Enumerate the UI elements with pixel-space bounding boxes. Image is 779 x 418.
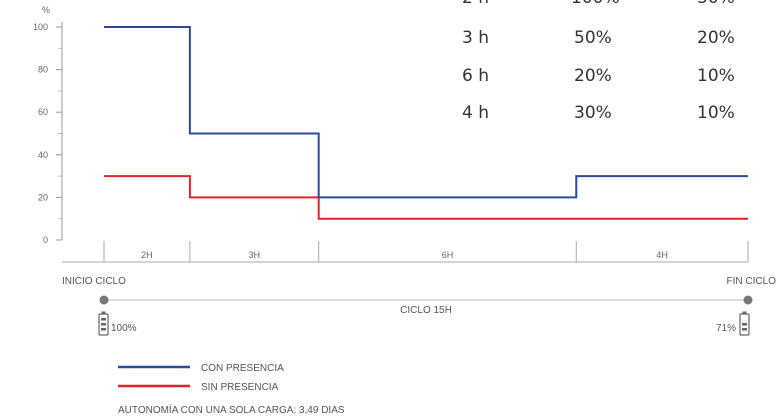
series-layer xyxy=(104,26,748,220)
legend-label-without-presence: SIN PRESENCIA xyxy=(201,382,279,393)
battery-start-value: 100% xyxy=(111,323,137,334)
table-cell-with-presence: 100% xyxy=(571,0,620,8)
table-cell-without-presence: 20% xyxy=(697,28,735,48)
cycle-duration-label: CICLO 15H xyxy=(400,305,452,316)
table-cell-duration: 6 h xyxy=(462,66,489,86)
table-cell-without-presence: 30% xyxy=(697,0,735,8)
battery-full-icon xyxy=(98,311,109,336)
table-cell-without-presence: 10% xyxy=(697,103,735,123)
legend: CON PRESENCIA SIN PRESENCIA xyxy=(118,363,284,393)
y-tick-label: 100 xyxy=(33,22,48,32)
y-tick-label: 20 xyxy=(38,192,48,202)
segment-label: 2H xyxy=(141,250,153,260)
y-tick-label: 40 xyxy=(38,150,48,160)
table-row: 4 h 30% 10% xyxy=(462,103,735,123)
schedule-table: 2 h 100% 30% 3 h 50% 20% 6 h 20% 10% 4 h… xyxy=(462,0,735,123)
cycle-end-dot xyxy=(743,295,753,305)
segment-label: 3H xyxy=(249,250,261,260)
table-cell-duration: 2 h xyxy=(462,0,489,8)
y-ticks: 0 20 40 60 80 100 xyxy=(33,22,62,245)
table-row: 2 h 100% 30% xyxy=(462,0,735,8)
series-line-with-presence xyxy=(104,26,748,199)
cycle-start-dot xyxy=(99,295,109,305)
segment-label: 6H xyxy=(442,250,454,260)
y-tick-label: 80 xyxy=(38,65,48,75)
y-tick-label: 0 xyxy=(43,235,48,245)
table-cell-with-presence: 20% xyxy=(574,66,612,86)
table-cell-without-presence: 10% xyxy=(697,66,735,86)
y-unit-label: % xyxy=(42,5,50,15)
table-cell-with-presence: 50% xyxy=(574,28,612,48)
battery-partial-icon xyxy=(739,311,750,336)
table-row: 3 h 50% 20% xyxy=(462,28,735,48)
cycle-start-label: INICIO CICLO xyxy=(62,276,126,287)
table-cell-duration: 4 h xyxy=(462,103,489,123)
cycle-end-label: FIN CICLO xyxy=(727,276,777,287)
autonomy-note: AUTONOMÍA CON UNA SOLA CARGA: 3,49 DIAS xyxy=(118,403,345,416)
y-tick-label: 60 xyxy=(38,107,48,117)
table-cell-with-presence: 30% xyxy=(574,103,612,123)
segment-marks: 2H 3H 6H 4H xyxy=(103,241,749,262)
table-cell-duration: 3 h xyxy=(462,28,489,48)
legend-label-with-presence: CON PRESENCIA xyxy=(201,363,284,374)
battery-end-value: 71% xyxy=(716,323,736,334)
segment-label: 4H xyxy=(656,250,668,260)
table-row: 6 h 20% 10% xyxy=(462,66,735,86)
